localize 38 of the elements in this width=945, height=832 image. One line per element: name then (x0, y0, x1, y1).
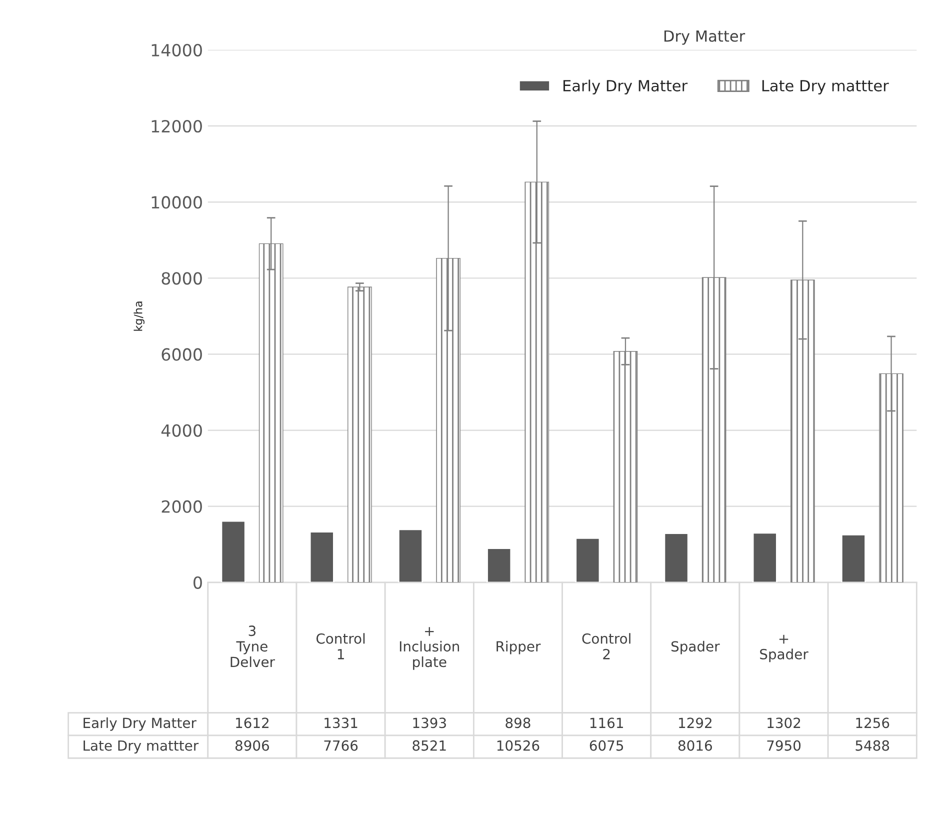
y-tick-label: 2000 (162, 500, 202, 513)
data-label: 1292 (679, 718, 712, 728)
x-tick-label: Control 2 (582, 633, 630, 660)
x-tick-label: + Inclusion plate (400, 627, 459, 670)
legend-label: Late Dry mattter (762, 80, 889, 94)
data-label: 1393 (413, 718, 446, 728)
data-label: 8016 (678, 740, 712, 751)
text: Early Dry Matter (84, 717, 196, 731)
data-label: 8521 (412, 740, 446, 751)
x-tick-label: Spader (671, 640, 720, 654)
x-tick-label: Ripper (496, 640, 541, 654)
y-tick-label: 8000 (162, 272, 202, 285)
legend-label: Early Dry Matter (563, 80, 688, 94)
y-tick-label: 4000 (161, 424, 202, 437)
data-label: 7950 (767, 740, 801, 751)
data-label: 1256 (856, 718, 890, 728)
data-label: 1161 (590, 718, 623, 728)
y-tick-label: 6000 (162, 348, 202, 361)
data-label: 1612 (236, 718, 268, 728)
bar (348, 286, 372, 582)
y-tick-label: 12000 (152, 120, 202, 133)
data-label: 898 (506, 718, 530, 728)
x-tick-label: + Spader (760, 634, 808, 662)
x-tick-label: Control 1 (316, 633, 365, 660)
data-label: 10526 (497, 740, 540, 751)
text: Late Dry mattter (84, 740, 199, 754)
data-label: 6075 (590, 740, 624, 751)
y-tick-label: 0 (194, 576, 202, 589)
data-label: 8906 (235, 740, 269, 751)
x-tick-label: 3 Tyne Delver (230, 626, 275, 668)
data-label: 1302 (768, 718, 800, 728)
data-label: 1331 (324, 718, 358, 728)
y-tick-label: 14000 (152, 44, 202, 56)
y-axis-title: kg/ha (134, 302, 144, 331)
data-label: 7766 (324, 740, 358, 751)
y-tick-label: 10000 (152, 196, 202, 209)
data-label: 5488 (856, 740, 890, 751)
chart-title: Dry Matter (664, 30, 746, 45)
